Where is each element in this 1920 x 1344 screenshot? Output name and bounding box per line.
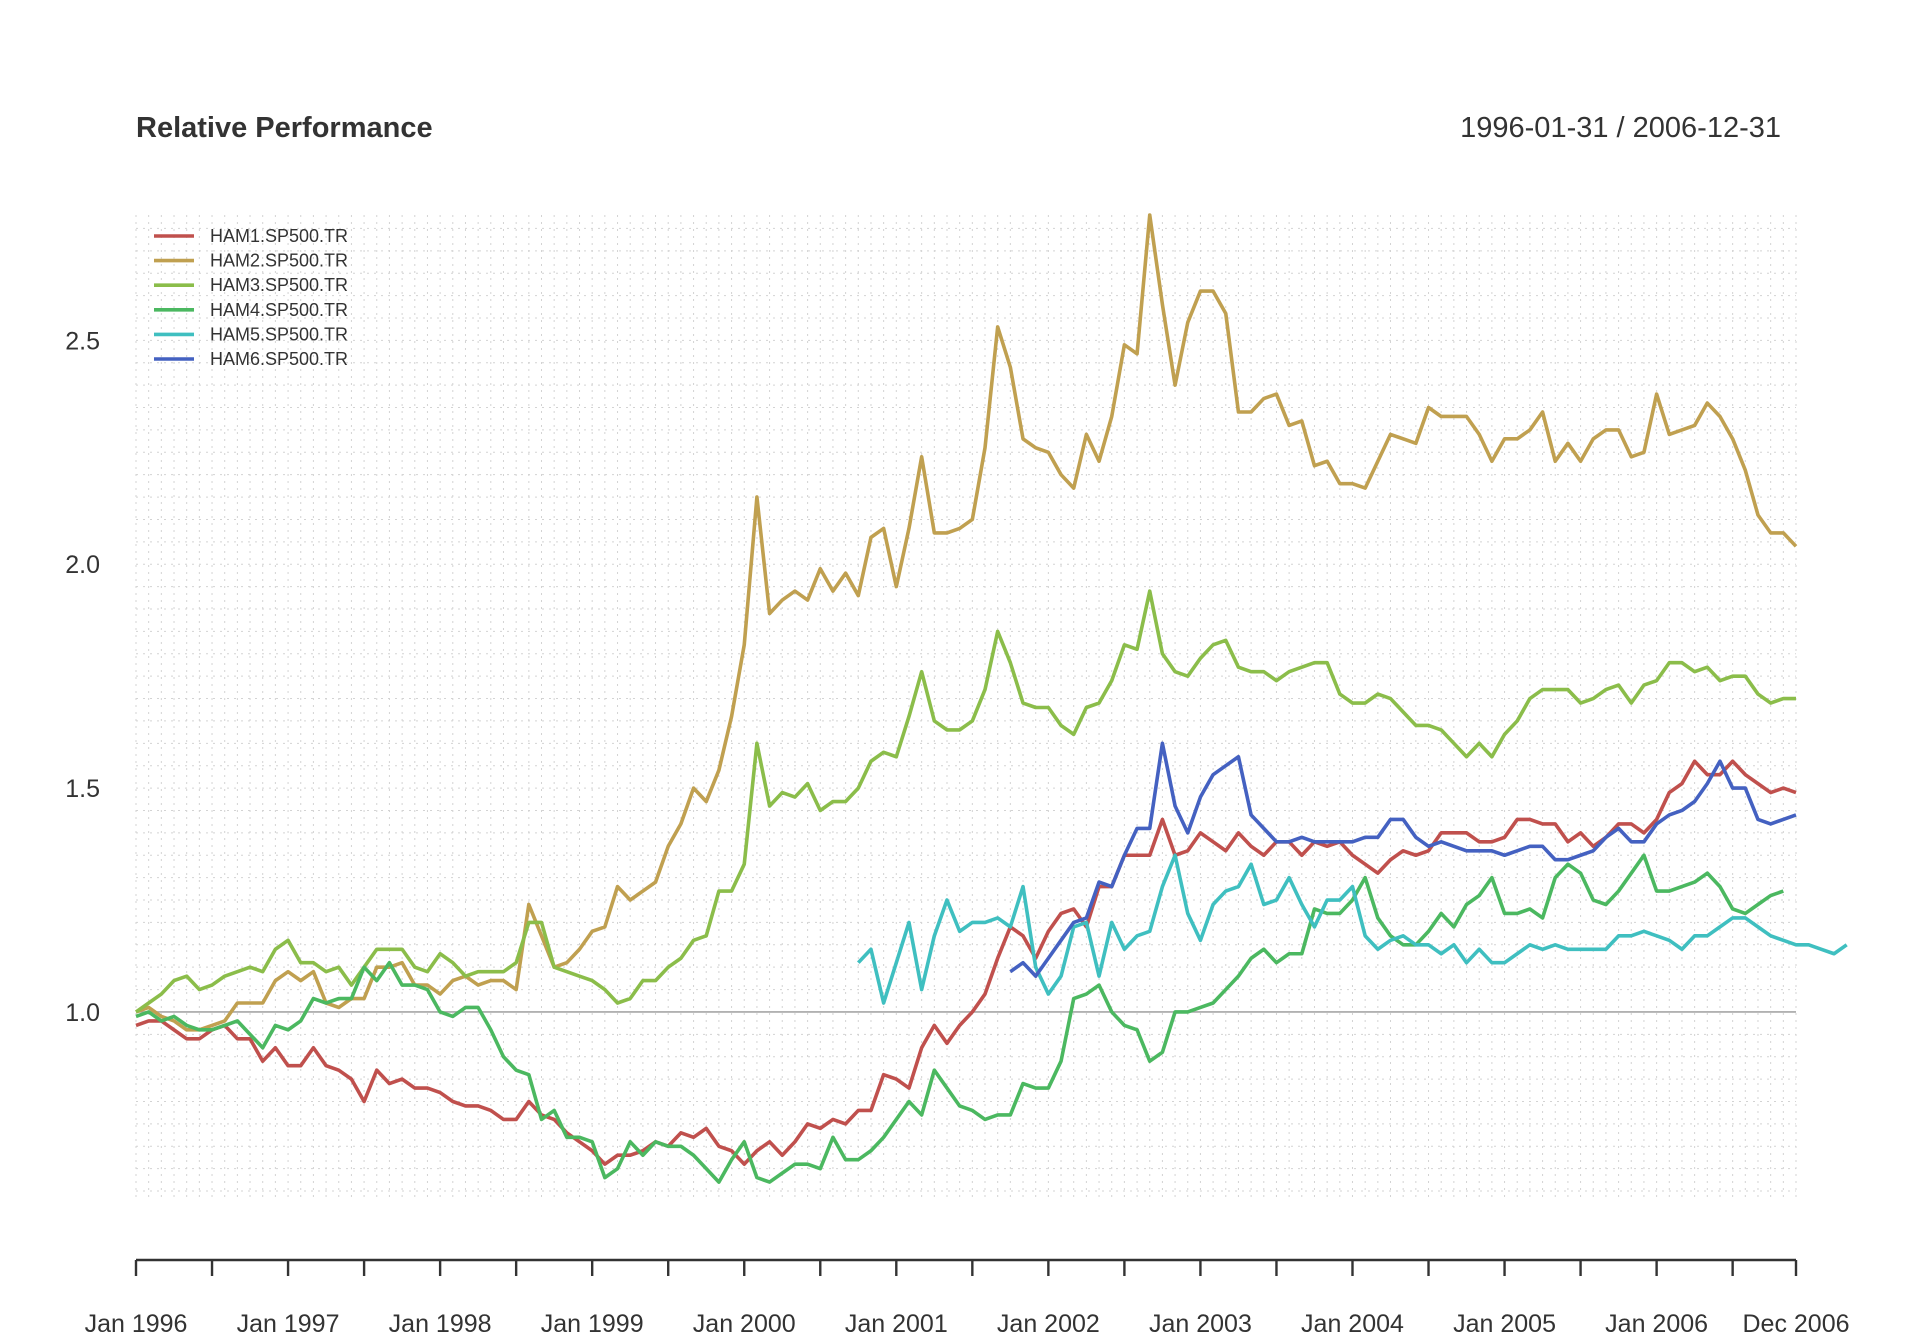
legend-label: HAM6.SP500.TR bbox=[210, 349, 348, 369]
date-range: 1996-01-31 / 2006-12-31 bbox=[1460, 112, 1781, 144]
series-line-5 bbox=[856, 853, 1848, 1005]
x-tick-label: Jan 1998 bbox=[389, 1310, 492, 1338]
series-line-1 bbox=[135, 759, 1797, 1166]
x-tick-label: Dec 2006 bbox=[1742, 1310, 1849, 1338]
x-tick-label: Jan 2004 bbox=[1301, 1310, 1404, 1338]
y-axis: 1.0 1.5 2.0 2.5 bbox=[65, 327, 100, 1027]
legend: HAM1.SP500.TR HAM2.SP500.TR HAM3.SP500.TR H… bbox=[154, 226, 348, 369]
y-tick-label: 2.5 bbox=[65, 327, 100, 355]
y-tick-label: 2.0 bbox=[65, 551, 100, 579]
series-line-6 bbox=[1009, 741, 1797, 978]
x-tick-label: Jan 2000 bbox=[693, 1310, 796, 1338]
chart-title: Relative Performance bbox=[136, 112, 433, 144]
legend-label: HAM5.SP500.TR bbox=[210, 324, 348, 344]
x-tick-label: Jan 1999 bbox=[541, 1310, 644, 1338]
x-tick-label: Jan 2003 bbox=[1149, 1310, 1252, 1338]
plot-grid bbox=[135, 215, 1797, 1200]
y-tick-label: 1.5 bbox=[65, 775, 100, 803]
x-tick-label: Jan 1997 bbox=[237, 1310, 340, 1338]
series-line-2 bbox=[135, 213, 1798, 1032]
x-tick-label: Jan 2006 bbox=[1605, 1310, 1708, 1338]
series-line-4 bbox=[135, 853, 1784, 1184]
series-layer bbox=[134, 213, 1848, 1184]
legend-label: HAM2.SP500.TR bbox=[210, 251, 348, 271]
x-tick-label: Jan 2001 bbox=[845, 1310, 948, 1338]
x-tick-label: Jan 1996 bbox=[85, 1310, 188, 1338]
y-tick-label: 1.0 bbox=[65, 999, 100, 1027]
x-tick-label: Jan 2002 bbox=[997, 1310, 1100, 1338]
legend-label: HAM1.SP500.TR bbox=[210, 226, 348, 246]
x-tick-label: Jan 2005 bbox=[1453, 1310, 1556, 1338]
x-axis: Jan 1996 Jan 1997 Jan 1998 Jan 1999 Jan 2000… bbox=[85, 1258, 1850, 1338]
legend-label: HAM4.SP500.TR bbox=[210, 300, 348, 320]
series-line-3 bbox=[134, 589, 1796, 1014]
legend-label: HAM3.SP500.TR bbox=[210, 275, 348, 295]
